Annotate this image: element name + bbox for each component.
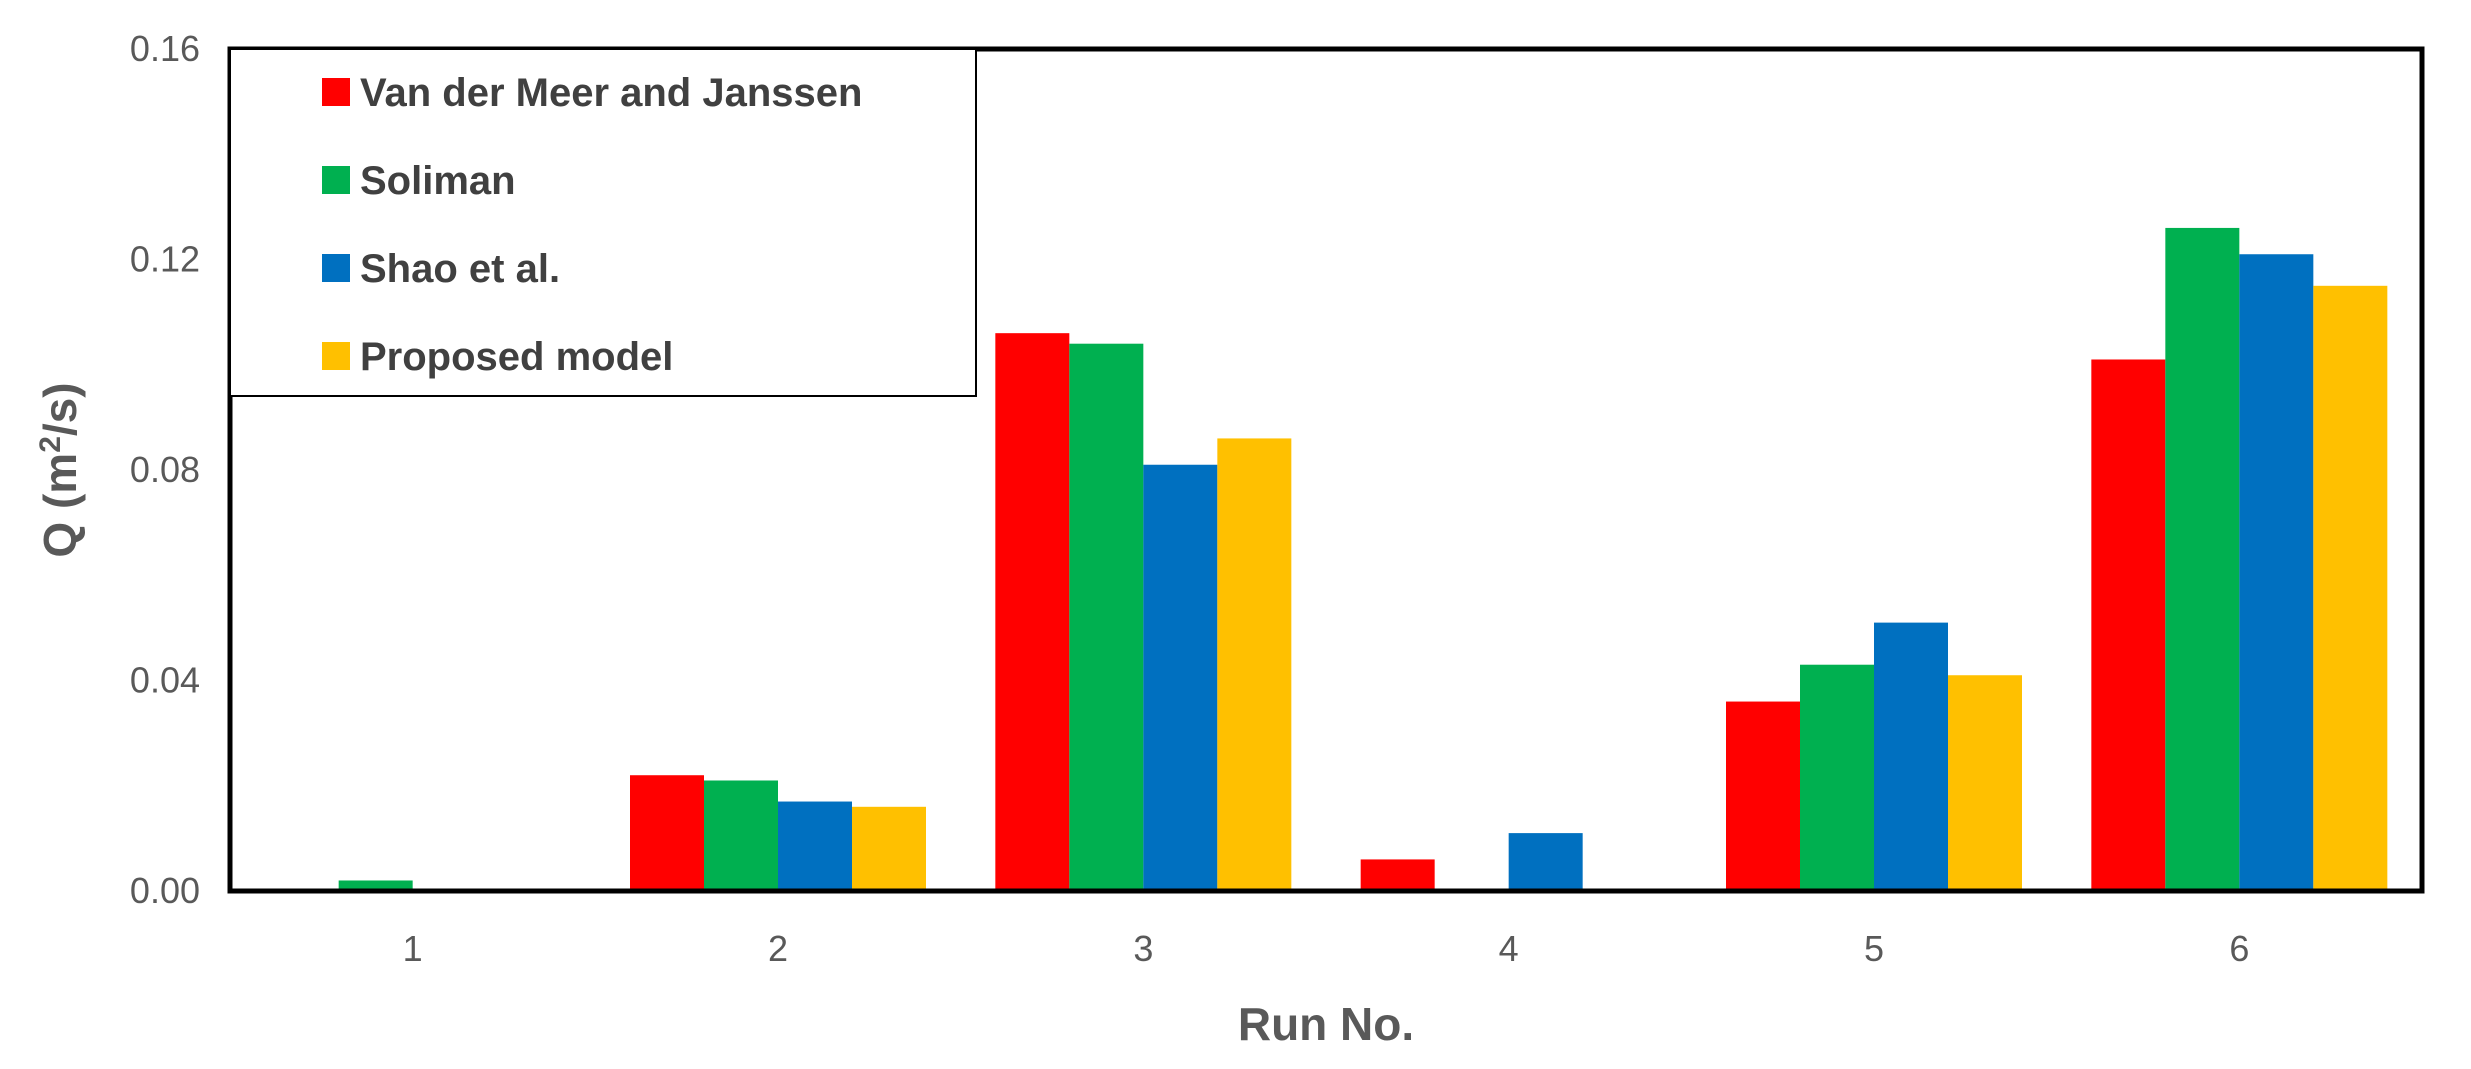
legend-label: Soliman (360, 159, 516, 203)
bar-run-5-series-2 (1800, 664, 1874, 891)
y-axis-title-main: Q (m (34, 453, 86, 558)
legend-swatch (322, 342, 350, 370)
bar-run-2-series-3 (778, 801, 852, 891)
x-tick-label: 3 (1133, 928, 1153, 969)
bars-group (338, 227, 2388, 892)
legend-swatch (322, 78, 350, 106)
bar-run-6-series-4 (2313, 285, 2388, 891)
bar-run-5-series-3 (1874, 622, 1948, 891)
y-axis-title: Q (m2/s) (34, 382, 86, 557)
bar-run-6-series-1 (2091, 359, 2166, 891)
x-tick-label: 6 (2229, 928, 2249, 969)
y-axis-title-tail: /s) (34, 382, 86, 436)
legend-swatch (322, 254, 350, 282)
bar-run-2-series-2 (704, 780, 778, 891)
x-axis-title: Run No. (1238, 998, 1414, 1050)
plot-area-frame (227, 46, 2425, 894)
bar-run-3-series-1 (995, 333, 1070, 891)
bar-run-1-series-2 (338, 880, 413, 891)
bar-run-6-series-3 (2239, 254, 2314, 892)
bar-run-3-series-2 (1069, 343, 1144, 891)
y-tick-label: 0.16 (130, 28, 200, 69)
bar-run-3-series-4 (1217, 438, 1292, 891)
legend-label: Proposed model (360, 335, 673, 379)
bar-run-5-series-1 (1726, 701, 1800, 891)
legend-frame (229, 48, 977, 397)
x-tick-label: 1 (403, 928, 423, 969)
bar-run-5-series-4 (1948, 675, 2022, 891)
x-axis-ticks: 1 2 3 4 5 6 (403, 928, 2250, 969)
y-tick-label: 0.00 (130, 870, 200, 911)
y-axis-ticks: 0.00 0.04 0.08 0.12 0.16 (130, 28, 200, 911)
x-tick-label: 2 (768, 928, 788, 969)
bar-run-2-series-4 (852, 806, 926, 891)
legend: Van der Meer and Janssen Soliman Shao et a… (229, 48, 977, 397)
y-axis-title-superscript: 2 (34, 436, 67, 453)
legend-label: Van der Meer and Janssen (360, 71, 862, 115)
y-tick-label: 0.08 (130, 449, 200, 490)
x-tick-label: 5 (1864, 928, 1884, 969)
x-tick-label: 4 (1499, 928, 1519, 969)
y-tick-label: 0.04 (130, 660, 200, 701)
legend-label: Shao et al. (360, 247, 560, 291)
bar-run-4-series-3 (1508, 833, 1583, 891)
y-tick-label: 0.12 (130, 239, 200, 280)
bar-run-2-series-1 (630, 775, 704, 891)
legend-swatch (322, 166, 350, 194)
bar-run-4-series-1 (1360, 859, 1435, 891)
bar-run-6-series-2 (2165, 227, 2240, 892)
bar-run-3-series-3 (1143, 464, 1218, 891)
legend-items: Van der Meer and Janssen Soliman Shao et a… (322, 71, 862, 379)
